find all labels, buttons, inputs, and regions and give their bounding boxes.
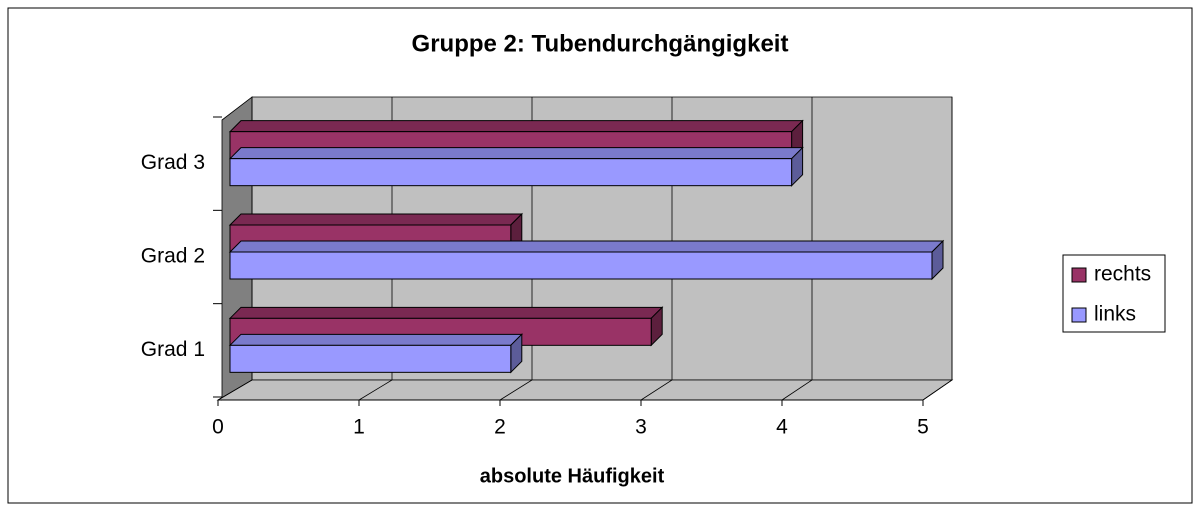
- bar-top: [228, 213, 524, 226]
- bar: [228, 146, 804, 187]
- bar-front: [229, 158, 793, 187]
- bar-front: [229, 251, 933, 280]
- legend-swatch: [1071, 307, 1087, 323]
- x-tick-label: 3: [635, 416, 647, 439]
- legend-label: links: [1094, 303, 1136, 326]
- bar-top: [228, 120, 804, 133]
- floor-grid-line: [781, 379, 813, 401]
- legend-swatch: [1071, 267, 1087, 283]
- bar: [228, 333, 524, 374]
- x-tick-label: 4: [776, 416, 788, 439]
- legend-label: rechts: [1094, 263, 1151, 286]
- floor: [216, 379, 954, 401]
- bar-top: [228, 333, 524, 346]
- x-tick-label: 0: [212, 416, 224, 439]
- bar: [228, 239, 945, 281]
- floor-grid-line: [922, 379, 953, 401]
- y-tick-label: Grad 3: [141, 151, 205, 174]
- floor-grid-line: [640, 379, 673, 401]
- bar-top: [228, 240, 945, 253]
- x-tick-label: 5: [917, 416, 929, 439]
- bar-top: [228, 306, 664, 319]
- y-tick-label: Grad 1: [141, 338, 205, 361]
- floor-grid-line: [358, 379, 393, 401]
- floor-grid-line: [499, 379, 533, 401]
- floor-grid-line: [217, 379, 253, 401]
- y-tick-label: Grad 2: [141, 245, 205, 268]
- bar-front: [229, 344, 512, 373]
- x-axis-label: absolute Häufigkeit: [480, 465, 665, 487]
- x-tick-label: 2: [494, 416, 506, 439]
- chart-title: Gruppe 2: Tubendurchgängigkeit: [412, 30, 789, 57]
- x-tick-label: 1: [353, 416, 365, 439]
- bar-top: [228, 147, 804, 160]
